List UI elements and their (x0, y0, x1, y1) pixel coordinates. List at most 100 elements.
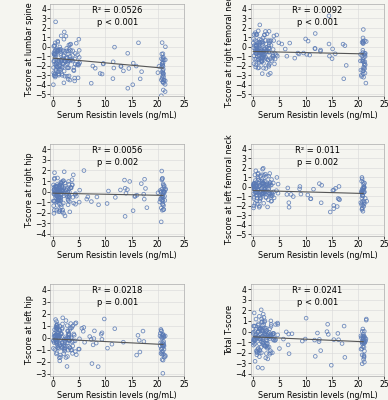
Point (64, 73, 70, 80)
Point (50, 338, 57, 344)
Point (52, 47, 59, 54)
Point (319, 182, 325, 188)
Point (157, 199, 163, 205)
Point (54, 60, 60, 67)
Point (252, 47, 258, 54)
Point (160, 70, 166, 76)
Point (54, 64, 61, 70)
Point (57, 44, 63, 50)
Point (50, 64, 57, 71)
Point (60, 188, 66, 194)
Point (265, 62, 272, 68)
Point (256, 326, 262, 332)
Point (260, 180, 266, 186)
Point (255, 346, 261, 353)
Point (250, 342, 256, 348)
Point (360, 58, 366, 65)
Point (73, 201, 79, 208)
Point (254, 47, 260, 54)
Point (251, 60, 257, 67)
Point (110, 76, 116, 82)
Point (161, 338, 167, 345)
Point (253, 332, 259, 338)
Point (157, 187, 163, 194)
Point (262, 51, 268, 57)
Point (52, 336, 58, 343)
Point (76, 346, 82, 352)
Point (251, 185, 257, 192)
Point (67, 56, 73, 63)
Point (109, 341, 115, 347)
Point (360, 54, 367, 61)
Point (51, 207, 57, 213)
Point (359, 185, 365, 192)
Point (60, 200, 66, 206)
Point (53, 336, 59, 343)
Point (61, 210, 67, 216)
Point (265, 56, 271, 63)
Point (57, 328, 63, 334)
Point (160, 60, 166, 66)
Point (250, 337, 256, 344)
Point (59, 72, 66, 78)
Point (53, 62, 59, 68)
Point (261, 180, 267, 187)
Point (55, 39, 61, 46)
Point (259, 178, 265, 184)
Point (336, 183, 342, 190)
Point (251, 180, 258, 186)
Point (50, 198, 56, 204)
Point (60, 207, 66, 213)
Point (256, 184, 262, 190)
Point (81, 167, 87, 174)
Point (256, 204, 262, 210)
Point (286, 204, 292, 210)
Point (60, 61, 66, 68)
Point (73, 320, 79, 326)
Point (160, 332, 166, 338)
Point (58, 66, 64, 72)
Point (253, 48, 260, 54)
Point (260, 311, 266, 317)
Point (261, 186, 267, 193)
Point (66, 335, 72, 341)
Point (257, 325, 263, 332)
Point (270, 46, 276, 53)
Point (50, 43, 57, 50)
Point (252, 37, 258, 44)
Point (120, 68, 126, 74)
Point (265, 330, 271, 336)
Point (262, 332, 268, 339)
Point (159, 69, 165, 76)
Point (159, 342, 165, 349)
Point (60, 48, 66, 54)
Point (339, 340, 345, 347)
Point (59, 344, 65, 350)
Point (159, 192, 166, 199)
Point (256, 42, 262, 49)
Point (262, 318, 268, 324)
Point (254, 46, 260, 53)
Point (88, 80, 94, 86)
Point (255, 28, 262, 34)
Point (161, 343, 167, 349)
Point (304, 51, 310, 58)
Point (362, 53, 368, 60)
Text: R² = 0.0056
p = 0.002: R² = 0.0056 p = 0.002 (92, 146, 142, 167)
Point (142, 176, 148, 182)
Point (258, 316, 265, 322)
Point (51, 50, 57, 56)
Point (253, 323, 259, 329)
Point (74, 52, 81, 58)
Point (261, 46, 267, 52)
Point (76, 36, 82, 42)
Point (95, 364, 101, 370)
Point (54, 322, 60, 329)
Point (259, 328, 265, 334)
Point (66, 337, 73, 344)
Point (138, 180, 144, 187)
Point (298, 191, 304, 197)
Point (253, 183, 259, 189)
Point (253, 31, 259, 38)
Point (266, 40, 272, 46)
